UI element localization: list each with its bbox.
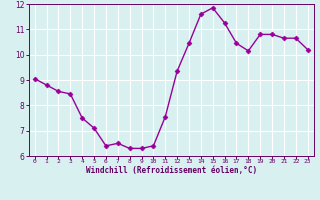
X-axis label: Windchill (Refroidissement éolien,°C): Windchill (Refroidissement éolien,°C) [86,166,257,175]
